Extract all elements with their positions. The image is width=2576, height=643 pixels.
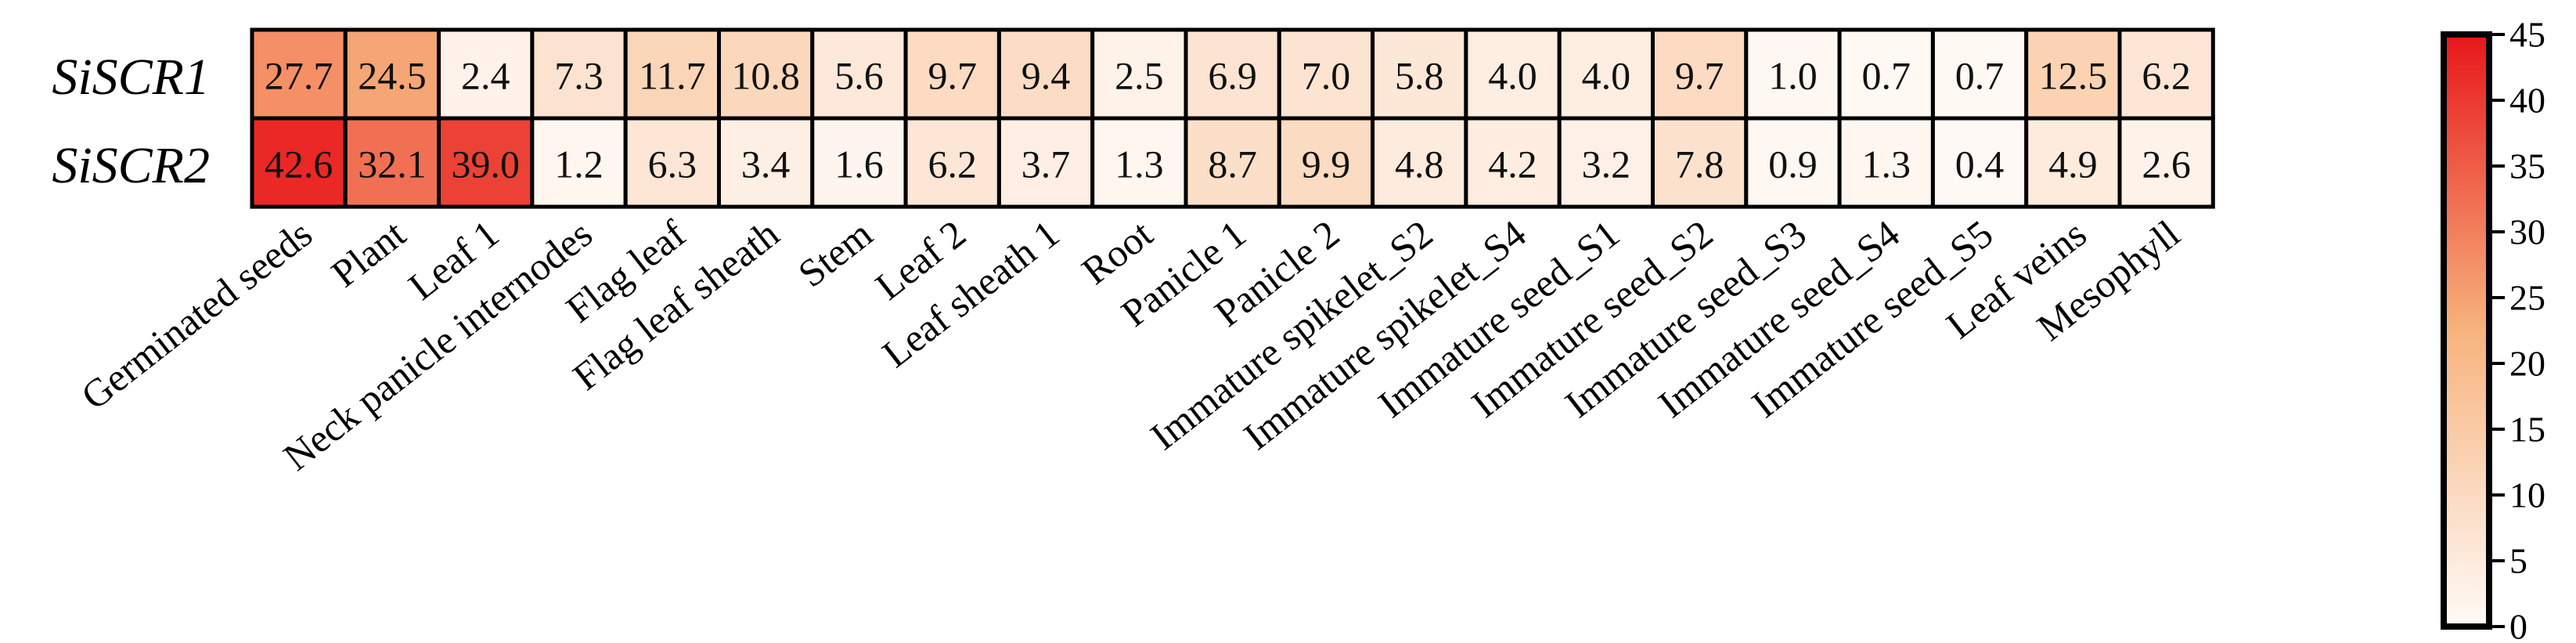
colorbar-tick-label: 15	[2509, 410, 2545, 450]
heatmap-cells: 27.7 24.5 2.4 7.3 11.7 10.8 5.6 9.7 9.4 2.5 6.9 7.0…	[250, 27, 2215, 209]
heatmap-cell	[1930, 116, 2029, 209]
heatmap-cell	[717, 116, 815, 209]
heatmap-cell	[1930, 27, 2029, 121]
heatmap-cell	[1744, 116, 1842, 209]
heatmap-cell	[1464, 116, 1562, 209]
heatmap-cell	[2024, 116, 2122, 209]
cell-value-label: 6.3	[648, 143, 697, 186]
heatmap-cell	[1464, 27, 1562, 121]
colorbar-tick-label: 40	[2509, 81, 2545, 121]
cell-value-label: 3.7	[1021, 143, 1071, 186]
cell-value-label: 9.9	[1302, 143, 1351, 186]
heatmap-cell	[1744, 27, 1842, 121]
heatmap-cell	[530, 116, 628, 209]
cell-value-label: 11.7	[639, 54, 706, 98]
colorbar-tick-label: 0	[2509, 607, 2527, 643]
cell-value-label: 4.2	[1488, 143, 1537, 186]
heatmap-cell	[1090, 116, 1188, 209]
heatmap-cell	[903, 27, 1001, 121]
cell-value-label: 5.8	[1395, 54, 1444, 98]
colorbar: 0 5 10 15 20 25 30 35 40 45	[2441, 15, 2545, 643]
cell-value-label: 32.1	[358, 143, 427, 186]
column-label: Plant	[323, 211, 414, 295]
column-label: Germinated seeds	[73, 211, 320, 418]
row-label: SiSCR1	[52, 49, 210, 106]
heatmap-cell	[903, 116, 1001, 209]
cell-value-label: 0.7	[1955, 54, 2005, 98]
cell-value-label: 7.3	[554, 54, 603, 98]
cell-value-label: 1.2	[554, 143, 603, 186]
cell-value-label: 0.4	[1955, 143, 2005, 186]
cell-value-label: 2.6	[2142, 143, 2191, 186]
cell-value-label: 3.4	[741, 143, 791, 186]
cell-value-label: 4.0	[1582, 54, 1631, 98]
cell-value-label: 1.6	[834, 143, 884, 186]
cell-value-label: 42.6	[265, 143, 333, 186]
cell-value-label: 9.7	[1675, 54, 1724, 98]
heatmap-cell	[2024, 27, 2122, 121]
colorbar-tick-label: 30	[2509, 212, 2545, 252]
heatmap-cell	[810, 116, 908, 209]
row-label: SiSCR2	[52, 137, 210, 194]
heatmap-cell	[250, 116, 348, 209]
heatmap-cell	[343, 116, 441, 209]
cell-value-label: 9.7	[928, 54, 978, 98]
colorbar-tick-label: 45	[2509, 15, 2545, 55]
heatmap-cell	[1371, 116, 1468, 209]
cell-value-label: 10.8	[731, 54, 800, 98]
heatmap-cell	[1557, 116, 1655, 209]
cell-value-label: 4.8	[1395, 143, 1444, 186]
heatmap-cell	[1090, 27, 1188, 121]
cell-value-label: 2.4	[461, 54, 510, 98]
colorbar-tick-label: 10	[2509, 475, 2545, 515]
heatmap-cell	[1277, 27, 1375, 121]
cell-value-label: 9.4	[1021, 54, 1071, 98]
heatmap-cell	[1651, 27, 1749, 121]
cell-value-label: 6.2	[928, 143, 978, 186]
colorbar-tick-label: 25	[2509, 278, 2545, 318]
cell-value-label: 3.2	[1582, 143, 1631, 186]
colorbar-tick-label: 20	[2509, 344, 2545, 384]
colorbar-gradient	[2441, 31, 2492, 630]
cell-value-label: 6.9	[1208, 54, 1257, 98]
cell-value-label: 1.0	[1768, 54, 1818, 98]
row-labels: SiSCR1 SiSCR2	[52, 49, 210, 194]
colorbar-tick-label: 35	[2509, 146, 2545, 186]
cell-value-label: 4.9	[2048, 143, 2098, 186]
heatmap-cell	[1651, 116, 1749, 209]
cell-value-label: 1.3	[1115, 143, 1164, 186]
cell-value-label: 39.0	[452, 143, 521, 186]
cell-value-label: 5.6	[834, 54, 884, 98]
cell-value-label: 1.3	[1862, 143, 1911, 186]
cell-value-label: 12.5	[2039, 54, 2108, 98]
cell-value-label: 4.0	[1488, 54, 1537, 98]
cell-value-label: 7.0	[1302, 54, 1351, 98]
cell-value-label: 2.5	[1115, 54, 1164, 98]
column-label: Stem	[790, 211, 881, 295]
heatmap-cell	[717, 27, 815, 121]
cell-value-label: 24.5	[358, 54, 427, 98]
cell-value-label: 27.7	[265, 54, 333, 98]
heatmap-cell	[2117, 116, 2215, 209]
cell-value-label: 6.2	[2142, 54, 2191, 98]
cell-value-label: 7.8	[1675, 143, 1724, 186]
cell-value-label: 0.7	[1862, 54, 1911, 98]
cell-value-label: 8.7	[1208, 143, 1257, 186]
cell-value-label: 0.9	[1768, 143, 1818, 186]
colorbar-tick-label: 5	[2509, 541, 2527, 581]
